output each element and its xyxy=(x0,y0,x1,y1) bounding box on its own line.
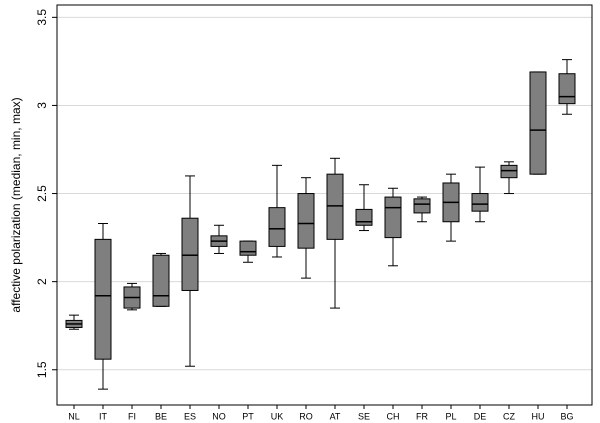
box xyxy=(384,196,402,239)
box xyxy=(355,208,373,226)
x-tick-label: CZ xyxy=(503,411,515,421)
box xyxy=(326,173,344,240)
x-tick-label: IT xyxy=(99,411,108,421)
x-tick-label: NO xyxy=(212,411,226,421)
x-tick-label: CH xyxy=(387,411,400,421)
box xyxy=(239,240,257,256)
x-tick-label: AT xyxy=(330,411,341,421)
y-tick-label: 2 xyxy=(35,278,49,285)
y-axis-label: affective polarization (median, min, max… xyxy=(9,97,23,312)
box xyxy=(529,71,547,175)
x-tick-label: HU xyxy=(532,411,545,421)
box xyxy=(268,207,286,247)
x-tick-label: UK xyxy=(271,411,284,421)
x-tick-label: BG xyxy=(560,411,573,421)
x-tick-label: FI xyxy=(128,411,136,421)
y-tick-label: 3.5 xyxy=(35,9,49,26)
y-tick-label: 2.5 xyxy=(35,185,49,202)
plot-frame xyxy=(56,4,593,406)
x-tick-label: RO xyxy=(299,411,313,421)
x-tick-label: FR xyxy=(416,411,428,421)
x-tick-label: PT xyxy=(242,411,254,421)
y-tick-label: 1.5 xyxy=(35,361,49,378)
x-tick-label: BE xyxy=(155,411,167,421)
x-tick-label: SE xyxy=(358,411,370,421)
box xyxy=(471,193,489,212)
box xyxy=(181,217,199,291)
box xyxy=(94,238,112,360)
x-tick-label: NL xyxy=(68,411,80,421)
x-tick-label: PL xyxy=(445,411,456,421)
box xyxy=(152,254,170,307)
x-tick-label: ES xyxy=(184,411,196,421)
y-tick-label: 3 xyxy=(35,102,49,109)
box xyxy=(297,193,315,249)
box xyxy=(500,164,518,179)
box xyxy=(413,198,431,214)
box xyxy=(558,73,576,105)
x-tick-label: DE xyxy=(474,411,487,421)
